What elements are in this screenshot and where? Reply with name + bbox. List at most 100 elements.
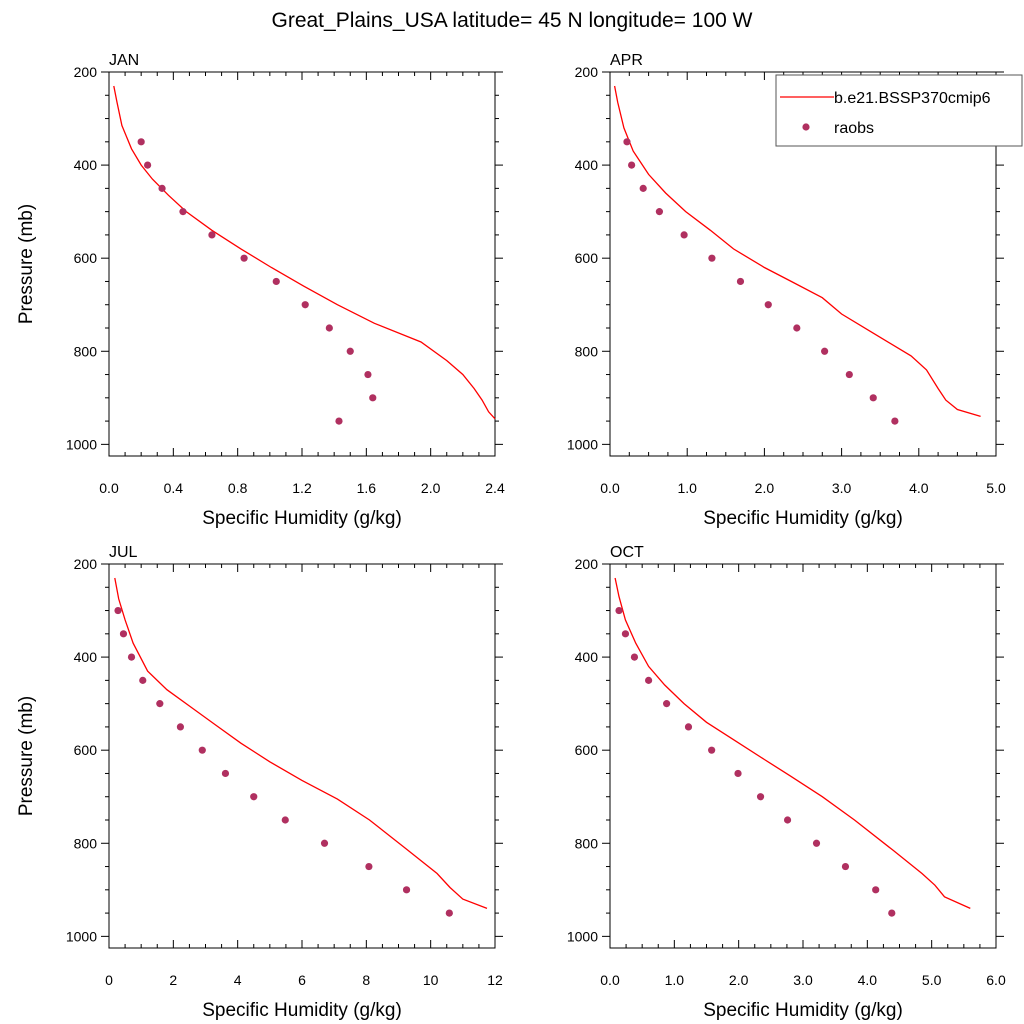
panel-jul: JUL 0 2 4 6 8 10 12 200 400 600 800 1000 Specific Hum… — [16, 544, 503, 1021]
x-axis-label: Specific Humidity (g/kg) — [202, 1000, 402, 1021]
obs-point — [621, 630, 630, 638]
model-line — [614, 577, 971, 909]
plot-frame — [108, 563, 496, 949]
obs-point — [179, 208, 187, 216]
y-tick-label: 400 — [74, 649, 98, 665]
y-tick-label: 600 — [575, 250, 599, 266]
obs-point — [445, 909, 453, 917]
x-tick-label: 2.0 — [729, 972, 749, 988]
y-tick-label: 800 — [74, 343, 98, 359]
panel-jan: JAN 0.0 0.4 0.8 1.2 1.6 2.0 2.4 200 400 600 800 1000… — [16, 52, 505, 529]
y-tick-label: 1000 — [567, 928, 598, 944]
x-tick-label: 0.0 — [99, 480, 119, 496]
y-axis-label: Pressure (mb) — [16, 696, 37, 816]
obs-point — [756, 793, 765, 801]
obs-point — [783, 816, 792, 824]
obs-point — [240, 254, 248, 262]
obs-point — [734, 769, 742, 778]
obs-point — [272, 277, 280, 286]
y-tick-label: 400 — [575, 157, 599, 173]
obs-point — [663, 700, 671, 708]
obs-point — [645, 676, 653, 684]
x-tick-label: 4.0 — [858, 972, 878, 988]
obs-point — [119, 630, 128, 638]
plot-frame — [609, 563, 997, 949]
y-tick-label: 200 — [74, 64, 98, 80]
x-tick-label: 0.0 — [600, 480, 620, 496]
x-axis-label: Specific Humidity (g/kg) — [703, 508, 903, 529]
y-tick-label: 400 — [74, 157, 98, 173]
obs-point — [888, 909, 896, 917]
obs-point — [365, 862, 373, 871]
obs-point — [736, 277, 745, 286]
x-tick-label: 0.0 — [600, 972, 620, 988]
x-tick-label: 0.8 — [228, 480, 248, 496]
obs-point — [320, 839, 329, 847]
y-tick-label: 200 — [74, 556, 98, 572]
obs-point — [628, 161, 636, 169]
obs-point — [369, 394, 377, 402]
obs-point — [684, 723, 693, 731]
x-tick-label: 12 — [487, 972, 503, 988]
x-tick-label: 4.0 — [909, 480, 929, 496]
x-tick-label: 6 — [298, 972, 306, 988]
obs-point — [845, 370, 853, 379]
y-tick-label: 600 — [74, 250, 98, 266]
figure-title: Great_Plains_USA latitude= 45 N longitud… — [272, 9, 753, 32]
panel-title: JAN — [109, 52, 139, 69]
x-tick-label: 3.0 — [832, 480, 852, 496]
x-tick-label: 5.0 — [922, 972, 942, 988]
y-tick-label: 800 — [74, 835, 98, 851]
x-tick-label: 8 — [362, 972, 370, 988]
obs-point — [176, 723, 185, 731]
obs-point — [764, 301, 772, 309]
x-axis-label: Specific Humidity (g/kg) — [703, 1000, 903, 1021]
x-tick-label: 4 — [234, 972, 242, 988]
legend: b.e21.BSSP370cmip6 raobs — [775, 74, 1023, 147]
x-tick-label: 3.0 — [793, 972, 813, 988]
legend-obs-label: raobs — [834, 120, 874, 137]
x-tick-label: 1.0 — [677, 480, 697, 496]
y-tick-label: 1000 — [66, 928, 97, 944]
y-tick-label: 800 — [575, 343, 599, 359]
legend-model-label: b.e21.BSSP370cmip6 — [834, 90, 991, 107]
y-tick-label: 800 — [575, 835, 599, 851]
obs-point — [221, 769, 230, 778]
y-tick-label: 1000 — [66, 436, 97, 452]
obs-point — [872, 886, 880, 894]
panel-apr: APR 0.0 1.0 2.0 3.0 4.0 5.0 200 400 600 800 1000 Spe… — [567, 52, 1006, 529]
obs-point — [301, 301, 309, 309]
obs-point — [364, 370, 372, 379]
obs-point — [335, 417, 343, 425]
x-tick-label: 2.0 — [421, 480, 441, 496]
obs-point — [346, 347, 354, 355]
obs-point — [325, 324, 333, 332]
panel-oct: OCT 0.0 1.0 2.0 3.0 4.0 5.0 6.0 200 400 600 800 1000… — [567, 544, 1006, 1021]
model-line — [114, 577, 488, 910]
obs-point — [841, 862, 850, 871]
obs-point — [158, 184, 166, 192]
x-tick-label: 5.0 — [986, 480, 1006, 496]
obs-point — [793, 324, 801, 332]
panel-title: APR — [610, 52, 643, 69]
obs-point — [680, 231, 688, 239]
legend-obs-swatch — [802, 123, 810, 131]
panel-title: OCT — [610, 544, 644, 561]
y-tick-label: 200 — [575, 64, 599, 80]
y-tick-label: 400 — [575, 649, 599, 665]
obs-point — [208, 231, 216, 239]
x-tick-label: 6.0 — [986, 972, 1006, 988]
x-tick-label: 1.2 — [292, 480, 312, 496]
x-tick-label: 2.4 — [485, 480, 505, 496]
obs-point — [630, 653, 639, 661]
obs-point — [127, 653, 136, 661]
y-axis-label: Pressure (mb) — [16, 204, 37, 324]
obs-point — [821, 347, 829, 355]
obs-point — [655, 208, 664, 216]
obs-point — [708, 746, 716, 754]
plot-frame — [108, 71, 496, 457]
model-line — [613, 85, 981, 418]
obs-point — [139, 676, 147, 684]
obs-point — [281, 816, 289, 824]
